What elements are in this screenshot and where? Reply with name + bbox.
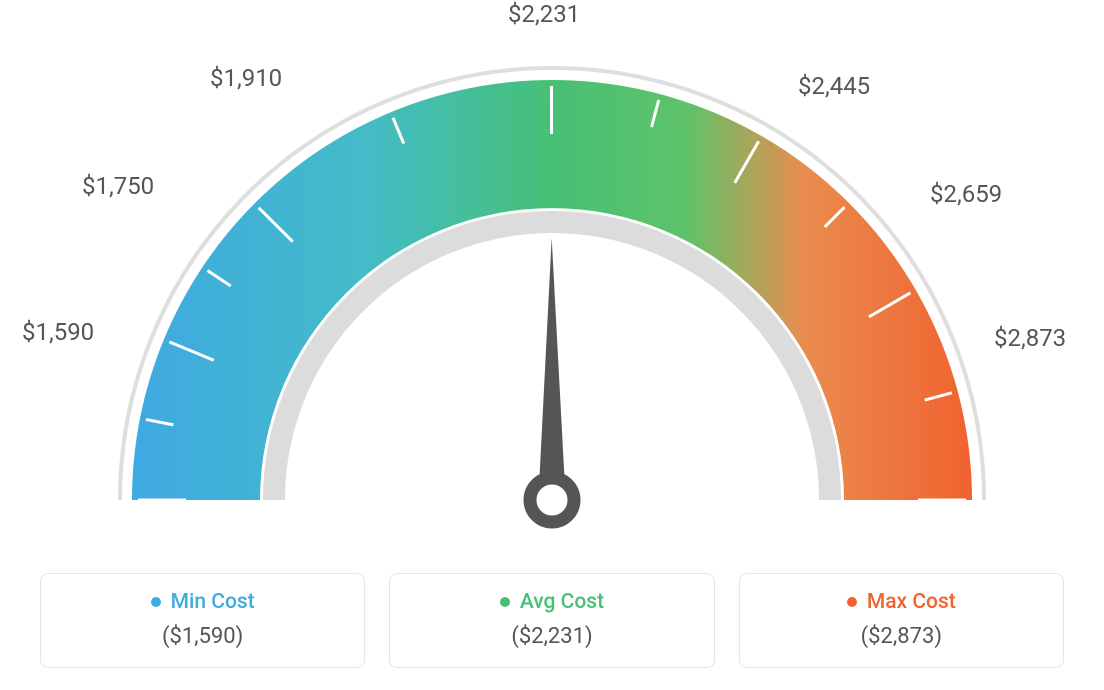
legend-card-min: Min Cost ($1,590) bbox=[40, 573, 365, 668]
legend-title-min: Min Cost bbox=[151, 590, 255, 614]
gauge-svg bbox=[52, 40, 1052, 560]
legend-dot-max bbox=[847, 597, 857, 607]
gauge-needle bbox=[538, 238, 566, 502]
gauge-tick-label: $2,231 bbox=[508, 0, 580, 28]
gauge-chart: $1,590 $1,750 $1,910 $2,231 $2,445 $2,659 $2,8… bbox=[0, 0, 1104, 560]
gauge-tick-label: $1,910 bbox=[210, 64, 282, 92]
legend-card-avg: Avg Cost ($2,231) bbox=[389, 573, 714, 668]
legend-dot-avg bbox=[500, 597, 510, 607]
gauge-tick-label: $2,445 bbox=[798, 72, 870, 100]
gauge-tick-label: $1,590 bbox=[22, 318, 94, 346]
gauge-tick-label: $1,750 bbox=[82, 172, 154, 200]
legend-value-max: ($2,873) bbox=[752, 624, 1051, 649]
gauge-tick-label: $2,873 bbox=[994, 324, 1066, 352]
gauge-tick-label: $2,659 bbox=[930, 180, 1002, 208]
legend-title-text: Min Cost bbox=[171, 590, 255, 614]
legend-title-max: Max Cost bbox=[847, 590, 956, 614]
legend-value-avg: ($2,231) bbox=[402, 624, 701, 649]
legend-card-max: Max Cost ($2,873) bbox=[739, 573, 1064, 668]
legend-title-avg: Avg Cost bbox=[500, 590, 604, 614]
legend-title-text: Max Cost bbox=[867, 590, 956, 614]
legend-dot-min bbox=[151, 597, 161, 607]
gauge-needle-hub bbox=[530, 478, 574, 522]
legend-row: Min Cost ($1,590) Avg Cost ($2,231) Max Cost… bbox=[40, 573, 1064, 668]
legend-value-min: ($1,590) bbox=[53, 624, 352, 649]
legend-title-text: Avg Cost bbox=[520, 590, 604, 614]
